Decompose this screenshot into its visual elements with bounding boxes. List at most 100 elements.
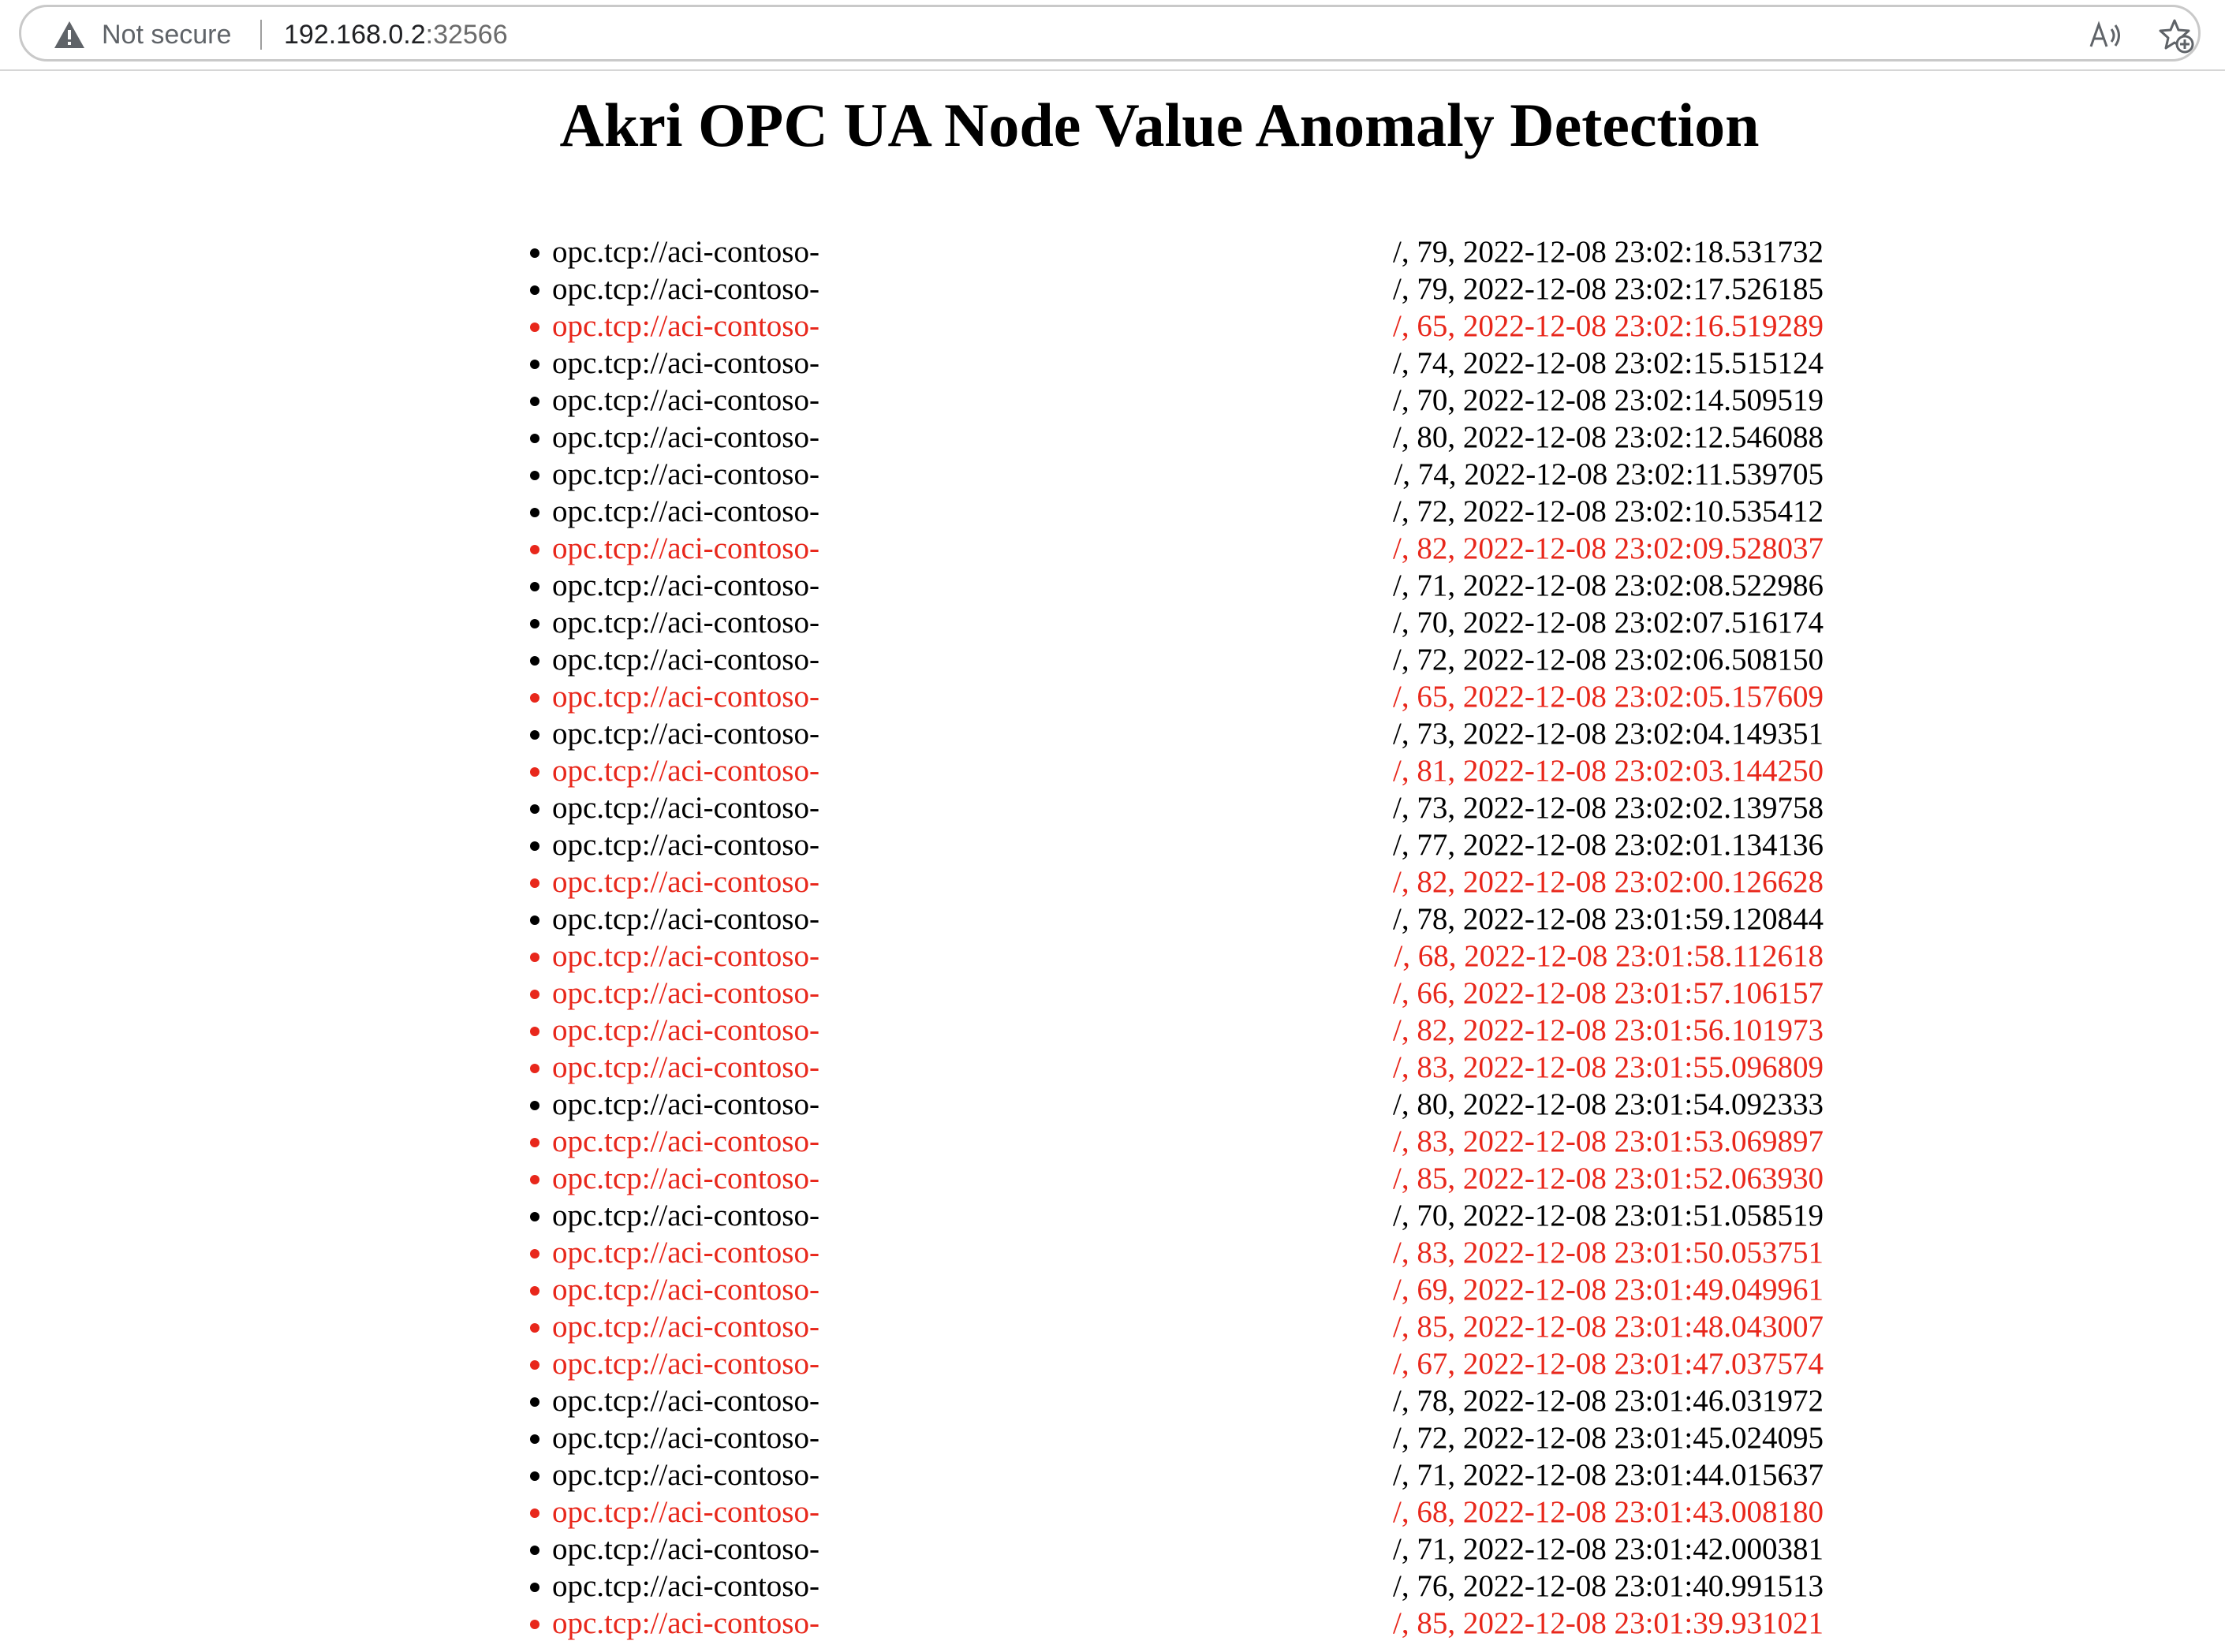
url-text[interactable]: 192.168.0.2:32566 xyxy=(284,17,508,52)
list-item: opc.tcp://aci-contoso- /, 70, 2022-12-08 … xyxy=(530,1197,1824,1234)
node-reading: /, 72, 2022-12-08 23:02:10.535412 xyxy=(1393,494,1824,528)
list-item: opc.tcp://aci-contoso- /, 78, 2022-12-08 … xyxy=(530,901,1824,938)
list-item: opc.tcp://aci-contoso- /, 78, 2022-12-08 … xyxy=(530,1382,1824,1419)
anomaly-list-item: opc.tcp://aci-contoso- /, 65, 2022-12-08 … xyxy=(530,308,1824,345)
list-item: opc.tcp://aci-contoso- /, 80, 2022-12-08 … xyxy=(530,419,1824,456)
anomaly-list-item: opc.tcp://aci-contoso- /, 68, 2022-12-08 … xyxy=(530,1494,1824,1531)
node-reading: /, 83, 2022-12-08 23:01:50.053751 xyxy=(1393,1236,1824,1270)
node-reading: /, 78, 2022-12-08 23:01:46.031972 xyxy=(1393,1384,1824,1418)
node-reading: /, 81, 2022-12-08 23:02:03.144250 xyxy=(1393,754,1824,788)
anomaly-list-item: opc.tcp://aci-contoso- /, 66, 2022-12-08 … xyxy=(530,975,1824,1012)
bullet-icon xyxy=(530,1434,539,1444)
node-endpoint: opc.tcp://aci-contoso- xyxy=(552,1532,819,1566)
anomaly-list-item: opc.tcp://aci-contoso- /, 81, 2022-12-08 … xyxy=(530,752,1824,789)
anomaly-list-item: opc.tcp://aci-contoso- /, 85, 2022-12-08 … xyxy=(530,1605,1824,1642)
node-reading: /, 74, 2022-12-08 23:02:15.515124 xyxy=(1393,346,1824,380)
warning-icon[interactable] xyxy=(53,20,86,50)
bullet-icon xyxy=(530,953,539,962)
node-reading: /, 85, 2022-12-08 23:01:39.931021 xyxy=(1393,1606,1824,1640)
read-aloud-icon[interactable] xyxy=(2088,18,2124,53)
node-endpoint: opc.tcp://aci-contoso- xyxy=(552,1124,819,1158)
bullet-icon xyxy=(530,656,539,666)
list-item: opc.tcp://aci-contoso- /, 71, 2022-12-08 … xyxy=(530,567,1824,604)
node-endpoint: opc.tcp://aci-contoso- xyxy=(552,531,819,565)
node-endpoint: opc.tcp://aci-contoso- xyxy=(552,1236,819,1270)
url-host: 192.168.0.2 xyxy=(284,20,426,50)
add-favorite-icon[interactable] xyxy=(2157,17,2195,54)
bullet-icon xyxy=(530,1027,539,1036)
list-item: opc.tcp://aci-contoso- /, 72, 2022-12-08 … xyxy=(530,641,1824,678)
page-title: Akri OPC UA Node Value Anomaly Detection xyxy=(559,91,1760,159)
address-divider xyxy=(260,20,262,50)
list-item: opc.tcp://aci-contoso- /, 74, 2022-12-08 … xyxy=(530,456,1824,493)
list-item: opc.tcp://aci-contoso- /, 79, 2022-12-08 … xyxy=(530,270,1824,308)
bullet-icon xyxy=(530,1101,539,1110)
address-bar[interactable]: Not secure 192.168.0.2:32566 xyxy=(19,5,2201,62)
node-reading: /, 80, 2022-12-08 23:01:54.092333 xyxy=(1393,1087,1824,1121)
node-reading: /, 70, 2022-12-08 23:02:07.516174 xyxy=(1393,606,1824,640)
bullet-icon xyxy=(530,841,539,851)
node-reading: /, 72, 2022-12-08 23:01:45.024095 xyxy=(1393,1421,1824,1455)
anomaly-list-item: opc.tcp://aci-contoso- /, 83, 2022-12-08 … xyxy=(530,1234,1824,1271)
node-endpoint: opc.tcp://aci-contoso- xyxy=(552,1273,819,1307)
node-reading: /, 83, 2022-12-08 23:01:55.096809 xyxy=(1393,1050,1824,1084)
anomaly-list-item: opc.tcp://aci-contoso- /, 85, 2022-12-08 … xyxy=(530,1160,1824,1197)
node-endpoint: opc.tcp://aci-contoso- xyxy=(552,1495,819,1529)
list-item: opc.tcp://aci-contoso- /, 79, 2022-12-08 … xyxy=(530,233,1824,270)
bullet-icon xyxy=(530,878,539,888)
node-endpoint: opc.tcp://aci-contoso- xyxy=(552,791,819,825)
node-reading: /, 65, 2022-12-08 23:02:16.519289 xyxy=(1393,309,1824,343)
bullet-icon xyxy=(530,1397,539,1407)
node-endpoint: opc.tcp://aci-contoso- xyxy=(552,828,819,862)
node-endpoint: opc.tcp://aci-contoso- xyxy=(552,865,819,899)
security-status-label[interactable]: Not secure xyxy=(102,20,232,50)
bullet-icon xyxy=(530,248,539,258)
bullet-icon xyxy=(530,471,539,480)
node-endpoint: opc.tcp://aci-contoso- xyxy=(552,939,819,973)
node-reading: /, 83, 2022-12-08 23:01:53.069897 xyxy=(1393,1124,1824,1158)
node-reading: /, 85, 2022-12-08 23:01:48.043007 xyxy=(1393,1310,1824,1344)
bullet-icon xyxy=(530,1360,539,1370)
node-endpoint: opc.tcp://aci-contoso- xyxy=(552,272,819,306)
node-reading: /, 82, 2022-12-08 23:02:09.528037 xyxy=(1393,531,1824,565)
node-reading: /, 80, 2022-12-08 23:02:12.546088 xyxy=(1393,420,1824,454)
node-endpoint: opc.tcp://aci-contoso- xyxy=(552,1569,819,1603)
node-endpoint: opc.tcp://aci-contoso- xyxy=(552,1421,819,1455)
list-item: opc.tcp://aci-contoso- /, 77, 2022-12-08 … xyxy=(530,826,1824,863)
list-item: opc.tcp://aci-contoso- /, 70, 2022-12-08 … xyxy=(530,604,1824,641)
node-reading: /, 69, 2022-12-08 23:01:49.049961 xyxy=(1393,1273,1824,1307)
node-reading: /, 73, 2022-12-08 23:02:02.139758 xyxy=(1393,791,1824,825)
list-item: opc.tcp://aci-contoso- /, 80, 2022-12-08 … xyxy=(530,1086,1824,1123)
list-item: opc.tcp://aci-contoso- /, 71, 2022-12-08 … xyxy=(530,1531,1824,1568)
anomaly-list-item: opc.tcp://aci-contoso- /, 67, 2022-12-08 … xyxy=(530,1345,1824,1382)
node-value-list: opc.tcp://aci-contoso- /, 79, 2022-12-08 … xyxy=(530,233,1824,1642)
node-endpoint: opc.tcp://aci-contoso- xyxy=(552,1013,819,1047)
bullet-icon xyxy=(530,1064,539,1073)
node-endpoint: opc.tcp://aci-contoso- xyxy=(552,717,819,751)
node-reading: /, 73, 2022-12-08 23:02:04.149351 xyxy=(1393,717,1824,751)
bullet-icon xyxy=(530,1583,539,1592)
bullet-icon xyxy=(530,990,539,999)
node-endpoint: opc.tcp://aci-contoso- xyxy=(552,754,819,788)
anomaly-list-item: opc.tcp://aci-contoso- /, 65, 2022-12-08 … xyxy=(530,678,1824,715)
list-item: opc.tcp://aci-contoso- /, 76, 2022-12-08 … xyxy=(530,1568,1824,1605)
anomaly-list-item: opc.tcp://aci-contoso- /, 82, 2022-12-08 … xyxy=(530,1012,1824,1049)
node-endpoint: opc.tcp://aci-contoso- xyxy=(552,383,819,417)
bullet-icon xyxy=(530,1249,539,1259)
anomaly-list-item: opc.tcp://aci-contoso- /, 69, 2022-12-08 … xyxy=(530,1271,1824,1308)
node-endpoint: opc.tcp://aci-contoso- xyxy=(552,309,819,343)
bullet-icon xyxy=(530,730,539,740)
bullet-icon xyxy=(530,1286,539,1296)
node-reading: /, 79, 2022-12-08 23:02:17.526185 xyxy=(1393,272,1824,306)
bullet-icon xyxy=(530,397,539,406)
node-reading: /, 68, 2022-12-08 23:01:43.008180 xyxy=(1393,1495,1824,1529)
node-endpoint: opc.tcp://aci-contoso- xyxy=(552,1384,819,1418)
node-reading: /, 82, 2022-12-08 23:01:56.101973 xyxy=(1393,1013,1824,1047)
node-endpoint: opc.tcp://aci-contoso- xyxy=(552,1050,819,1084)
bullet-icon xyxy=(530,360,539,369)
node-endpoint: opc.tcp://aci-contoso- xyxy=(552,1310,819,1344)
node-endpoint: opc.tcp://aci-contoso- xyxy=(552,902,819,936)
bullet-icon xyxy=(530,434,539,443)
bullet-icon xyxy=(530,1471,539,1481)
node-endpoint: opc.tcp://aci-contoso- xyxy=(552,420,819,454)
